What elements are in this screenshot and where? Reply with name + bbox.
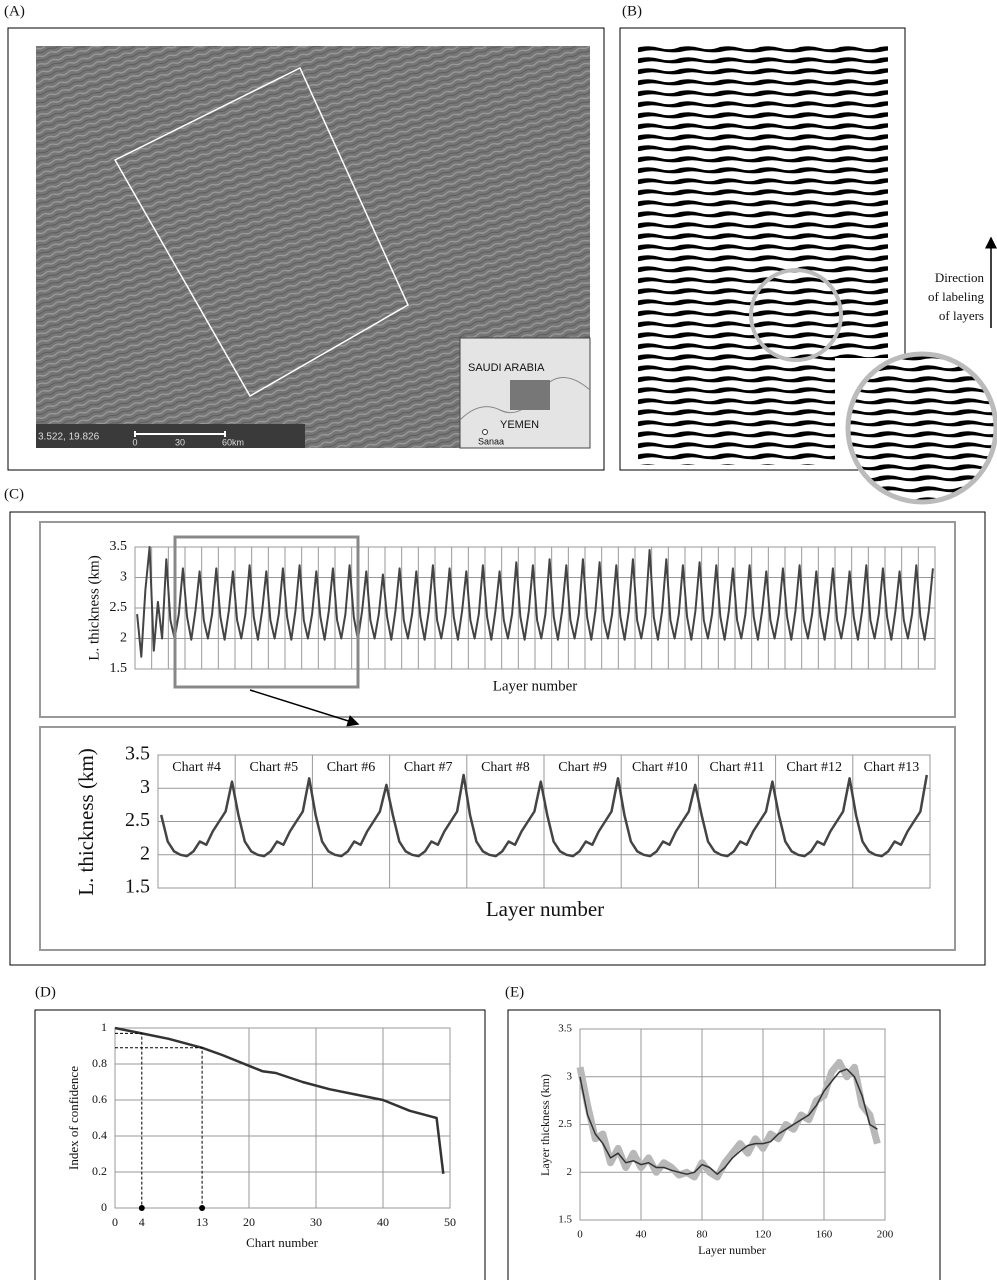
zoom-area — [749, 268, 843, 362]
data-line — [579, 1068, 878, 1175]
x-tick-label: 160 — [816, 1229, 833, 1241]
panel-label: (C) — [4, 486, 24, 502]
scale-label: 0 — [132, 437, 137, 447]
y-tick-label: 3 — [567, 1070, 573, 1082]
y-tick-label: 0.4 — [92, 1128, 107, 1142]
panel-label: (A) — [4, 3, 25, 19]
x-axis-label: Layer number — [698, 1243, 766, 1257]
annotation: Direction — [935, 270, 985, 285]
y-tick-label: 1.5 — [558, 1214, 572, 1226]
x-tick-label: 50 — [444, 1215, 456, 1229]
category-label: Chart #7 — [404, 760, 453, 775]
country-label: YEMEN — [500, 419, 539, 431]
y-tick-label: 3.5 — [125, 743, 150, 765]
x-axis-label: Layer number — [486, 897, 604, 921]
panel-frame — [9, 511, 986, 966]
data-line — [576, 1058, 881, 1181]
country-label: SAUDI ARABIA — [468, 362, 545, 374]
x-tick-label: 0 — [577, 1229, 583, 1241]
inset-area — [510, 380, 550, 410]
data-line — [136, 546, 934, 658]
y-tick-label: 3.5 — [558, 1023, 572, 1035]
y-tick-label: 0.6 — [92, 1092, 107, 1106]
y-tick-label: 3.5 — [110, 539, 128, 554]
panel-label: (D) — [35, 984, 56, 1000]
annotation: of labeling — [928, 289, 984, 304]
y-tick-label: 2.5 — [125, 809, 150, 831]
y-axis-label: Layer thickness (km) — [538, 1074, 552, 1176]
x-axis-label: Chart number — [246, 1235, 319, 1250]
zoom-circle — [845, 351, 997, 505]
zoom-arrow — [249, 689, 360, 727]
scale-label: 30 — [175, 437, 185, 447]
marker-label: 4 — [139, 1215, 145, 1229]
category-label: Chart #11 — [709, 760, 764, 775]
annotation: of layers — [939, 308, 984, 323]
x-tick-label: 0 — [112, 1215, 118, 1229]
x-tick-label: 40 — [377, 1215, 389, 1229]
category-label: Chart #13 — [864, 760, 920, 775]
plot-area — [114, 1027, 451, 1209]
panel-frame — [34, 1009, 486, 1280]
category-label: Chart #6 — [327, 760, 376, 775]
category-label: Chart #5 — [249, 760, 298, 775]
marker-label: 13 — [196, 1215, 208, 1229]
coordinates: 3.522, 19.826 — [38, 432, 100, 443]
y-tick-label: 3 — [140, 776, 150, 798]
y-tick-label: 1.5 — [110, 661, 128, 676]
y-tick-label: 2 — [140, 842, 150, 864]
city-dot — [482, 429, 488, 435]
info-bar — [36, 424, 305, 448]
y-tick-label: 2 — [567, 1166, 573, 1178]
y-tick-label: 3 — [120, 570, 127, 585]
x-tick-label: 120 — [755, 1229, 772, 1241]
x-tick-label: 80 — [697, 1229, 709, 1241]
category-label: Chart #12 — [786, 760, 842, 775]
y-axis-label: L. thickness (km) — [74, 748, 98, 896]
panel-frame — [507, 1009, 941, 1280]
marker-dot — [199, 1205, 206, 1211]
y-tick-label: 2.5 — [110, 600, 128, 615]
marker-guide — [115, 1047, 203, 1208]
chart-frame — [39, 726, 956, 951]
y-axis-label: Index of confidence — [66, 1066, 81, 1170]
y-tick-label: 1 — [101, 1020, 107, 1034]
x-tick-label: 200 — [877, 1229, 894, 1241]
x-tick-label: 20 — [243, 1215, 255, 1229]
study-area — [113, 66, 409, 398]
y-tick-label: 0 — [101, 1200, 107, 1214]
panel-label: (E) — [505, 984, 524, 1000]
selection-box — [173, 535, 360, 689]
category-label: Chart #4 — [172, 760, 221, 775]
city-label: Sanaa — [478, 436, 504, 446]
category-label: Chart #9 — [558, 760, 607, 775]
y-tick-label: 1.5 — [125, 876, 150, 898]
category-label: Chart #10 — [632, 760, 688, 775]
y-tick-label: 0.2 — [92, 1164, 107, 1178]
marker-dot — [138, 1205, 145, 1211]
data-line — [159, 773, 929, 858]
panel-frame — [619, 27, 906, 471]
x-tick-label: 30 — [310, 1215, 322, 1229]
y-tick-label: 0.8 — [92, 1056, 107, 1070]
data-line — [114, 1026, 445, 1174]
x-axis-label: Layer number — [493, 678, 578, 694]
y-tick-label: 2.5 — [558, 1118, 572, 1130]
scale-bar — [134, 431, 226, 437]
scale-label: 60km — [222, 437, 244, 447]
panel-frame — [7, 27, 605, 471]
y-axis-label: L. thickness (km) — [86, 555, 102, 660]
y-tick-label: 2 — [120, 631, 127, 646]
marker-guide — [115, 1032, 143, 1208]
category-label: Chart #8 — [481, 760, 530, 775]
panel-label: (B) — [622, 3, 642, 19]
x-tick-label: 40 — [636, 1229, 648, 1241]
chart-frame — [39, 521, 956, 718]
